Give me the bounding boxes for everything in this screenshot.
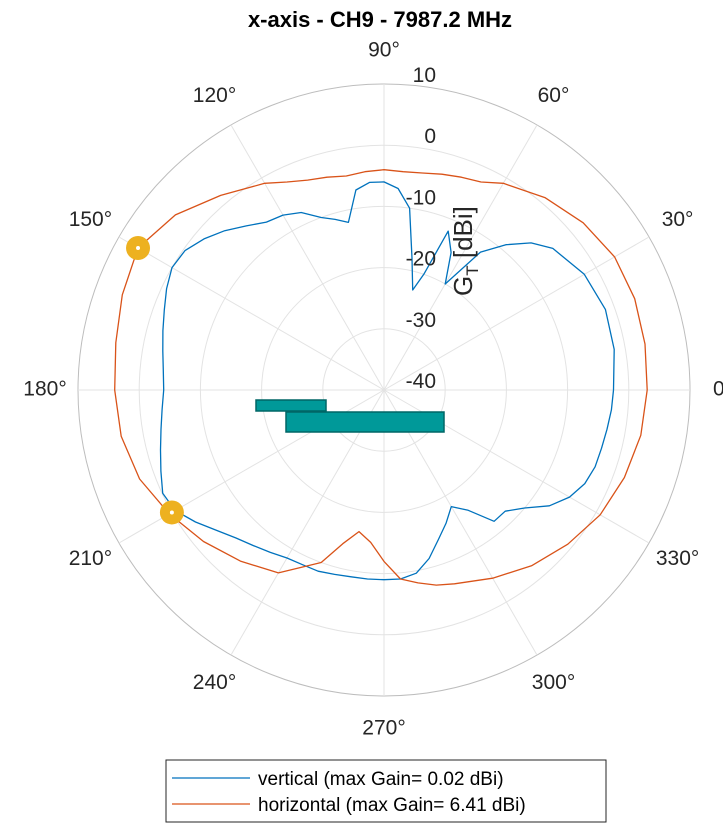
grid-spoke-2 xyxy=(383,124,538,391)
chart-title: x-axis - CH9 - 7987.2 MHz xyxy=(248,7,512,32)
legend-entry-horizontal: horizontal (max Gain= 6.41 dBi) xyxy=(258,795,526,816)
grid-spoke-1 xyxy=(383,236,650,391)
angle-label-0: 0° xyxy=(713,378,723,401)
angle-label-8: 240° xyxy=(193,671,236,694)
radial-axis-label-unit: [dBi] xyxy=(448,206,478,265)
radial-tick-label-2: -20 xyxy=(406,248,436,271)
antenna-element-small xyxy=(255,399,327,412)
angle-label-10: 300° xyxy=(532,671,575,694)
radial-axis-label: GT [dBi] xyxy=(448,206,482,296)
legend-entry-vertical: vertical (max Gain= 0.02 dBi) xyxy=(258,769,504,790)
antenna-icon xyxy=(255,399,445,433)
legend-box xyxy=(165,759,607,823)
max-marker-center-1 xyxy=(169,510,174,515)
radial-axis-label-sub: T xyxy=(463,265,482,275)
angle-label-1: 30° xyxy=(662,208,694,231)
radial-tick-label-1: -30 xyxy=(406,309,436,332)
max-markers xyxy=(126,235,184,525)
angle-label-5: 150° xyxy=(69,208,112,231)
radial-axis-label-main: G xyxy=(448,276,478,296)
series-line-vertical xyxy=(159,181,615,581)
angle-label-4: 120° xyxy=(193,84,236,107)
grid-spoke-5 xyxy=(118,236,385,391)
grid-spoke-8 xyxy=(230,389,385,656)
grid-spoke-4 xyxy=(230,124,385,391)
radial-tick-label-0: -40 xyxy=(406,370,436,393)
angular-grid xyxy=(78,84,690,696)
legend: vertical (max Gain= 0.02 dBi) horizontal… xyxy=(165,759,607,823)
angle-label-6: 180° xyxy=(23,378,66,401)
series-line-horizontal xyxy=(114,169,648,586)
radial-tick-label-3: -10 xyxy=(406,186,436,209)
series-layer xyxy=(114,169,648,586)
angle-tick-labels: 0° 30° 60° 90° 120° 150° 180° 210° 240° 270° 300° 3… xyxy=(23,39,723,740)
antenna-element-large xyxy=(285,411,445,433)
max-marker-center-0 xyxy=(136,245,141,250)
radial-tick-label-4: 0 xyxy=(424,125,436,148)
angle-label-7: 210° xyxy=(69,547,112,570)
angle-label-2: 60° xyxy=(538,84,570,107)
grid-spoke-10 xyxy=(383,389,538,656)
angle-label-11: 330° xyxy=(656,547,699,570)
angle-label-3: 90° xyxy=(368,39,400,62)
radial-tick-labels: -40 -30 -20 -10 0 10 xyxy=(406,64,436,393)
angle-label-9: 270° xyxy=(362,717,405,740)
radial-tick-label-5: 10 xyxy=(413,64,436,87)
